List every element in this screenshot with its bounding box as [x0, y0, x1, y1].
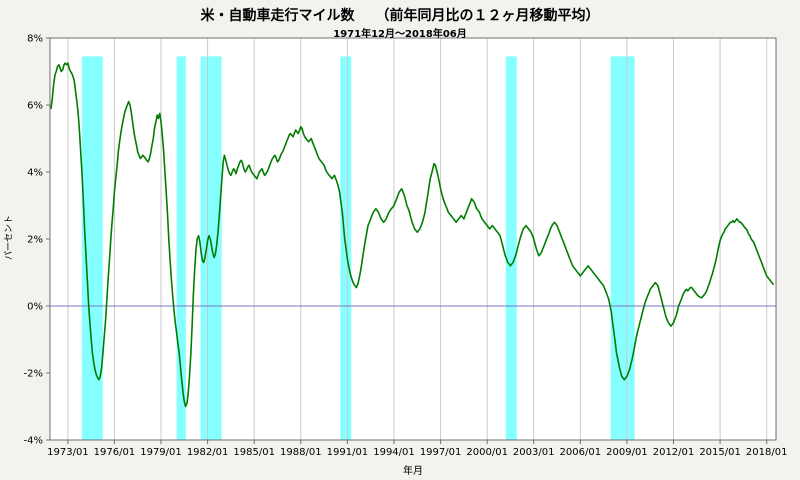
- recession-band: [200, 56, 222, 441]
- y-axis-label: パーセント: [4, 215, 15, 261]
- x-tick-label: 1985/01: [233, 447, 275, 458]
- x-tick-label: 1976/01: [94, 447, 136, 458]
- y-tick-label: 0%: [27, 302, 43, 313]
- x-tick-label: 1979/01: [140, 447, 182, 458]
- recession-band: [610, 56, 635, 441]
- x-tick-label: 2012/01: [653, 447, 695, 458]
- x-tick-label: 2009/01: [606, 447, 648, 458]
- y-tick-label: 6%: [27, 101, 43, 112]
- y-tick-label: -4%: [24, 436, 43, 447]
- recession-band: [505, 56, 517, 441]
- recession-band: [176, 56, 186, 441]
- y-tick-label: 8%: [27, 34, 43, 45]
- x-tick-label: 1988/01: [280, 447, 322, 458]
- x-tick-label: 2015/01: [699, 447, 741, 458]
- x-tick-label: 1997/01: [420, 447, 462, 458]
- x-tick-label: 1991/01: [327, 447, 369, 458]
- x-tick-label: 2003/01: [513, 447, 555, 458]
- y-tick-label: 2%: [27, 235, 43, 246]
- x-tick-label: 2006/01: [560, 447, 602, 458]
- x-tick-label: 1982/01: [187, 447, 229, 458]
- y-tick-label: 4%: [27, 168, 43, 179]
- plot-area: [50, 38, 776, 440]
- x-tick-label: 2018/01: [746, 447, 788, 458]
- chart-title: 米・自動車走行マイル数 （前年同月比の１２ヶ月移動平均）: [200, 8, 600, 24]
- x-tick-label: 1973/01: [47, 447, 89, 458]
- x-axis-label: 年月: [403, 466, 423, 477]
- x-tick-label: 1994/01: [373, 447, 415, 458]
- chart-subtitle: 1971年12月～2018年06月: [333, 29, 467, 40]
- y-tick-label: -2%: [24, 369, 43, 380]
- series-line: [50, 62, 775, 408]
- recession-band: [81, 56, 103, 441]
- x-tick-label: 2000/01: [466, 447, 508, 458]
